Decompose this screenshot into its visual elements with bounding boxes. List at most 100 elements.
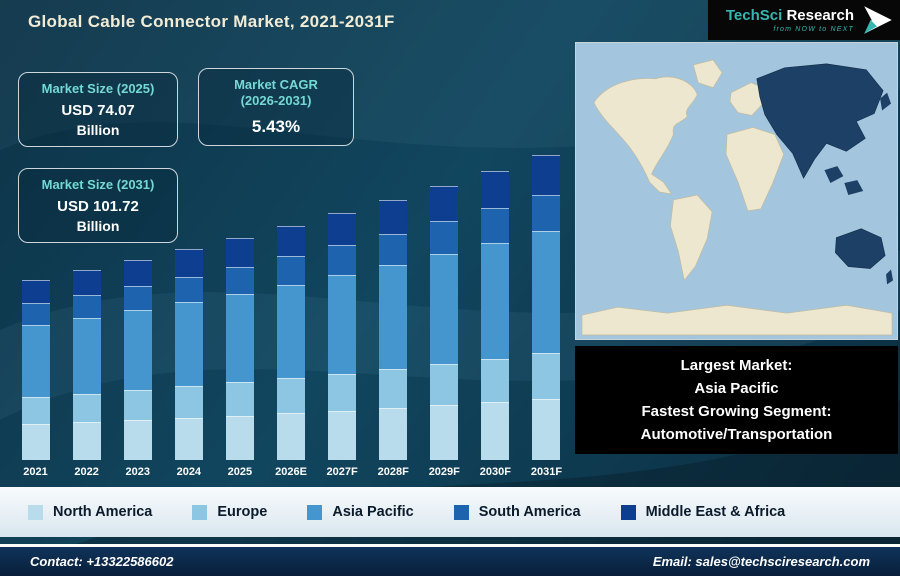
bar-segment-asia-pacific <box>21 325 50 397</box>
bar-segment-europe <box>532 353 561 400</box>
bar-segment-middle-east-africa <box>72 270 101 296</box>
bar-2030F <box>481 170 510 460</box>
bar-segment-asia-pacific <box>481 242 510 359</box>
x-axis-label: 2024 <box>176 466 202 478</box>
bar-segment-middle-east-africa <box>379 199 408 234</box>
bar-segment-europe <box>174 386 203 418</box>
map-region-south-america <box>670 194 713 282</box>
logo-text: TechSci Research from NOW to NEXT <box>726 8 854 33</box>
legend-item-north-america: North America <box>28 504 152 520</box>
bar-slot <box>521 148 572 460</box>
bar-segment-north-america <box>430 405 459 460</box>
stat-value: USD 74.07 <box>61 102 135 120</box>
bar-segment-north-america <box>379 407 408 460</box>
map-region-antarctica <box>581 304 893 336</box>
bar-2025 <box>225 237 254 460</box>
bar-segment-asia-pacific <box>379 264 408 369</box>
bar-2027F <box>328 213 357 460</box>
map-region-australia <box>835 228 886 269</box>
bar-segment-europe <box>430 364 459 406</box>
bar-segment-south-america <box>481 208 510 243</box>
x-axis-label: 2027F <box>326 466 358 478</box>
bar-segment-europe <box>123 390 152 421</box>
bar-slot <box>419 148 470 460</box>
callout-line: Largest Market: <box>680 356 793 374</box>
legend: North America Europe Asia Pacific South Ame… <box>0 487 900 537</box>
bar-2021 <box>21 280 50 460</box>
bar-segment-north-america <box>123 420 152 460</box>
page-title: Global Cable Connector Market, 2021-2031… <box>28 12 395 31</box>
bar-segment-north-america <box>174 417 203 460</box>
bar-2031F <box>532 154 561 460</box>
bar-segment-north-america <box>21 424 50 460</box>
stacked-bar-chart: 2021 2022 2023 2024 2025 2026E 2027F 2028F 2029F… <box>10 148 572 478</box>
stat-sublabel: (2026-2031) <box>240 93 312 109</box>
bar-slot <box>214 148 265 460</box>
callout-line: Asia Pacific <box>694 379 779 397</box>
bar-segment-south-america <box>532 194 561 232</box>
bar-2024 <box>174 249 203 460</box>
logo-brand-primary: TechSci <box>725 6 783 24</box>
map-region-greenland <box>692 59 723 89</box>
stat-card-cagr: Market CAGR (2026-2031) 5.43% <box>198 68 354 146</box>
bar-segment-north-america <box>532 399 561 460</box>
bar-segment-south-america <box>328 245 357 275</box>
bar-segment-north-america <box>72 422 101 460</box>
bar-2028F <box>379 199 408 460</box>
map-region-japan <box>880 92 892 111</box>
bar-2022 <box>72 270 101 460</box>
bar-segment-asia-pacific <box>328 274 357 374</box>
logo-tagline: from NOW to NEXT <box>773 25 854 33</box>
map-region-asia-pacific <box>756 63 884 179</box>
bar-slot <box>112 148 163 460</box>
bar-segment-asia-pacific <box>277 284 306 379</box>
callout-largest-market: Largest Market: Asia Pacific Fastest Gro… <box>575 346 898 454</box>
bar-segment-middle-east-africa <box>123 259 152 287</box>
bar-segment-south-america <box>277 256 306 285</box>
legend-swatch <box>307 504 323 520</box>
bar-segment-europe <box>481 358 510 403</box>
footer-contact: Contact: +13322586602 <box>30 554 174 569</box>
bar-segment-middle-east-africa <box>532 154 561 195</box>
legend-swatch <box>620 504 636 520</box>
bar-segment-europe <box>379 368 408 408</box>
x-axis-label: 2025 <box>227 466 253 478</box>
x-axis-label: 2021 <box>23 466 48 478</box>
legend-item-europe: Europe <box>192 504 267 520</box>
world-map-graphic <box>576 43 897 339</box>
stat-label: Market Size (2025) <box>41 81 155 96</box>
bar-chart-bars <box>10 148 572 460</box>
map-region-europe <box>729 82 768 116</box>
bar-segment-middle-east-africa <box>174 249 203 277</box>
bar-2029F <box>430 185 459 460</box>
bar-slot <box>317 148 368 460</box>
legend-label: Middle East & Africa <box>645 504 786 520</box>
bar-slot <box>10 148 61 460</box>
map-region-new-zealand <box>886 269 894 285</box>
logo-arrow-icon <box>864 6 892 34</box>
bar-segment-asia-pacific <box>72 317 101 394</box>
bar-segment-south-america <box>123 286 152 311</box>
x-axis-label: 2029F <box>428 466 460 478</box>
bar-segment-europe <box>21 397 50 424</box>
bar-segment-asia-pacific <box>174 301 203 387</box>
bar-slot <box>61 148 112 460</box>
legend-item-middle-east-africa: Middle East & Africa <box>620 504 786 520</box>
legend-item-asia-pacific: Asia Pacific <box>307 504 414 520</box>
bar-segment-middle-east-africa <box>225 237 254 267</box>
bar-segment-europe <box>225 382 254 416</box>
stat-card-market-size-2025: Market Size (2025) USD 74.07 Billion <box>18 72 178 148</box>
bar-segment-asia-pacific <box>123 310 152 391</box>
footer: Contact: +13322586602 Email: sales@techs… <box>0 544 900 576</box>
x-axis-label: 2031F <box>530 466 563 478</box>
bar-segment-middle-east-africa <box>481 170 510 209</box>
bar-segment-north-america <box>328 410 357 460</box>
x-axis-label: 2030F <box>479 466 511 478</box>
bar-segment-south-america <box>430 221 459 255</box>
x-axis-label: 2028F <box>377 466 409 478</box>
stat-card-market-size-2031: Market Size (2031) USD 101.72 Billion <box>18 168 178 244</box>
bar-2023 <box>123 259 152 460</box>
bar-segment-europe <box>72 393 101 423</box>
bar-slot <box>368 148 419 460</box>
